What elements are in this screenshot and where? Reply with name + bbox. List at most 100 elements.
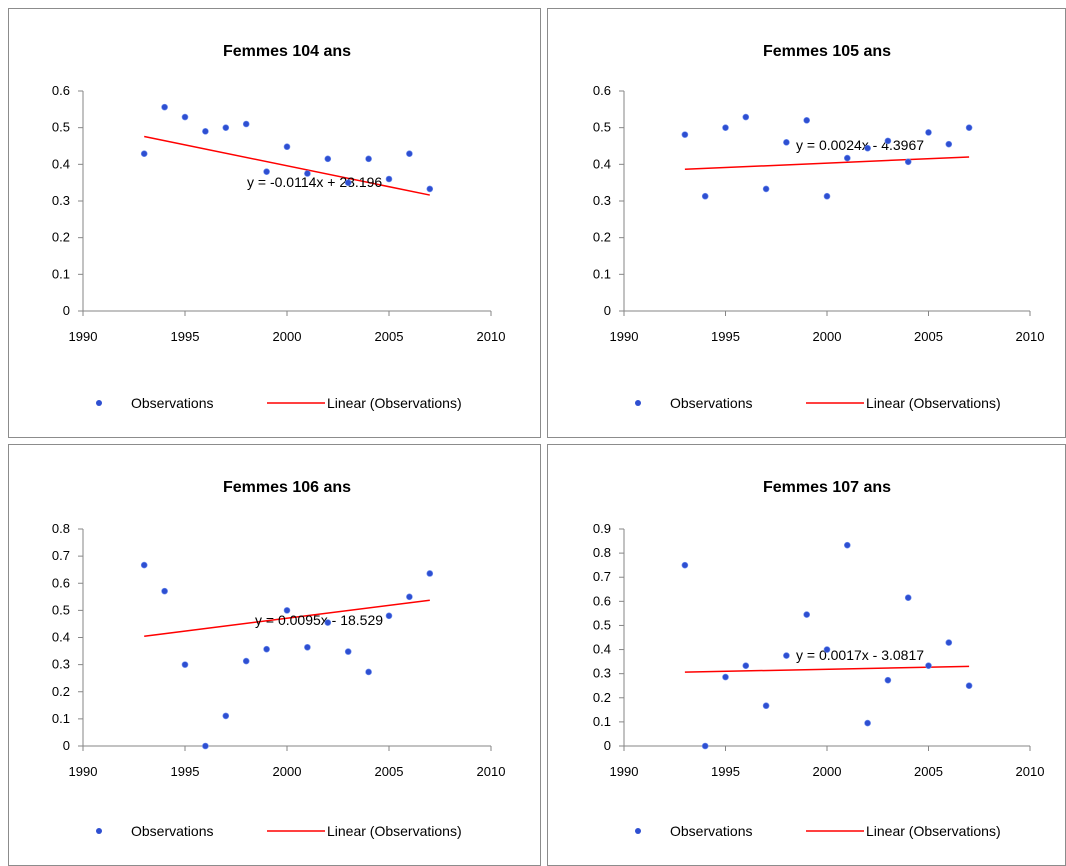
data-point — [385, 612, 393, 620]
x-tick-label: 2010 — [477, 764, 506, 779]
y-tick-label: 0.8 — [593, 545, 611, 560]
y-tick-label: 0.1 — [52, 266, 70, 281]
data-point — [202, 742, 209, 750]
legend-label-observations: Observations — [670, 395, 752, 411]
chart-svg: Femmes 106 ans 0 0.1 0.2 0.3 0.4 0.5 0.6 0.7 0.8 1… — [52, 479, 506, 839]
data-point — [803, 611, 811, 618]
trendline-equation: y = 0.0024x - 4.3967 — [796, 137, 924, 153]
y-tick-label: 0 — [604, 738, 611, 753]
chart-svg: Femmes 105 ans 0 0.1 0.2 0.3 0.4 0.5 0.6 1990 199… — [593, 43, 1045, 411]
y-tick-label: 0.6 — [593, 83, 611, 98]
data-point — [222, 712, 230, 720]
x-tick-label: 1995 — [711, 329, 740, 344]
data-point — [742, 662, 750, 670]
legend-marker-observations — [635, 828, 641, 834]
y-tick-label: 0.5 — [593, 120, 611, 135]
y-tick-label: 0.4 — [593, 642, 611, 657]
data-point — [263, 645, 270, 653]
data-point — [945, 140, 953, 148]
chart-svg: Femmes 104 ans 0 0.1 0.2 0.3 0.4 0.5 0.6 1990 199… — [52, 43, 506, 411]
x-tick-label: 1990 — [610, 329, 639, 344]
x-tick-label: 1995 — [711, 764, 740, 779]
legend-label-observations: Observations — [131, 823, 213, 839]
data-point — [426, 570, 434, 577]
data-point — [406, 593, 413, 601]
legend-label-linear: Linear (Observations) — [327, 395, 462, 411]
data-point — [945, 639, 953, 646]
x-tick-label: 2000 — [813, 329, 842, 344]
data-point — [843, 541, 851, 549]
x-tick-label: 2000 — [273, 329, 302, 344]
data-point — [242, 120, 250, 128]
data-point — [140, 561, 148, 569]
data-point — [140, 150, 148, 157]
y-tick-label: 0.6 — [52, 83, 70, 98]
data-point — [904, 158, 912, 166]
chart-title: Femmes 105 ans — [763, 43, 891, 60]
y-tick-label: 0.2 — [593, 230, 611, 245]
data-point — [762, 185, 770, 193]
legend-marker-observations — [96, 828, 102, 834]
data-point — [426, 185, 434, 193]
legend-label-observations: Observations — [670, 823, 752, 839]
y-tick-label: 0.7 — [593, 569, 611, 584]
trendline-equation: y = -0.0114x + 23.196 — [247, 174, 382, 190]
y-tick-label: 0 — [63, 738, 70, 753]
trendline — [144, 135, 430, 196]
trendline-equation: y = 0.0095x - 18.529 — [255, 612, 383, 628]
data-point — [324, 155, 332, 163]
data-point — [864, 144, 871, 152]
y-tick-label: 0.2 — [593, 690, 611, 705]
data-point — [925, 129, 932, 136]
x-tick-label: 2010 — [1016, 329, 1045, 344]
y-tick-label: 0.3 — [593, 666, 611, 681]
trendline — [144, 599, 430, 638]
trendline-equation: y = 0.0017x - 3.0817 — [796, 647, 924, 663]
y-tick-label: 0.5 — [593, 617, 611, 632]
x-tick-label: 2005 — [375, 764, 404, 779]
data-point — [365, 668, 372, 676]
x-tick-label: 1995 — [171, 764, 200, 779]
x-tick-label: 2000 — [273, 764, 302, 779]
x-tick-label: 2005 — [914, 764, 943, 779]
x-tick-label: 1990 — [69, 329, 98, 344]
y-tick-label: 0.8 — [52, 521, 70, 536]
data-point — [783, 652, 790, 659]
legend-marker-observations — [635, 400, 641, 406]
chart-panel-femmes-105: Femmes 105 ans 0 0.1 0.2 0.3 0.4 0.5 0.6 1990 199… — [547, 8, 1066, 438]
data-point — [823, 646, 831, 653]
y-tick-label: 0.3 — [52, 193, 70, 208]
legend-marker-observations — [96, 400, 102, 406]
data-point — [181, 661, 189, 668]
trendline — [684, 665, 970, 673]
y-tick-label: 0.4 — [52, 630, 70, 645]
x-tick-label: 1990 — [610, 764, 639, 779]
data-point — [742, 113, 750, 121]
legend-label-linear: Linear (Observations) — [327, 823, 462, 839]
y-tick-label: 0.1 — [52, 711, 70, 726]
data-point — [965, 124, 973, 131]
data-point — [242, 657, 250, 665]
y-tick-label: 0.2 — [52, 684, 70, 699]
data-point — [925, 662, 932, 670]
x-tick-label: 2005 — [914, 329, 943, 344]
y-tick-label: 0.2 — [52, 230, 70, 245]
data-point — [701, 742, 709, 750]
data-point — [803, 117, 811, 124]
data-point — [222, 124, 230, 131]
legend-label-linear: Linear (Observations) — [866, 823, 1001, 839]
y-tick-label: 0.3 — [52, 657, 70, 672]
data-point — [304, 643, 311, 651]
data-point — [406, 150, 413, 157]
data-point — [965, 682, 973, 690]
chart-svg: Femmes 107 ans 0 0.1 0.2 0.3 0.4 0.5 0.6 0.7 0.8 0… — [593, 479, 1045, 839]
y-tick-label: 0.5 — [52, 602, 70, 617]
data-point — [762, 702, 770, 710]
data-point — [864, 719, 871, 727]
y-tick-label: 0.7 — [52, 548, 70, 563]
y-tick-label: 0 — [63, 303, 70, 318]
data-point — [324, 619, 332, 626]
data-point — [385, 175, 393, 183]
data-point — [904, 594, 912, 602]
chart-title: Femmes 106 ans — [223, 479, 351, 496]
